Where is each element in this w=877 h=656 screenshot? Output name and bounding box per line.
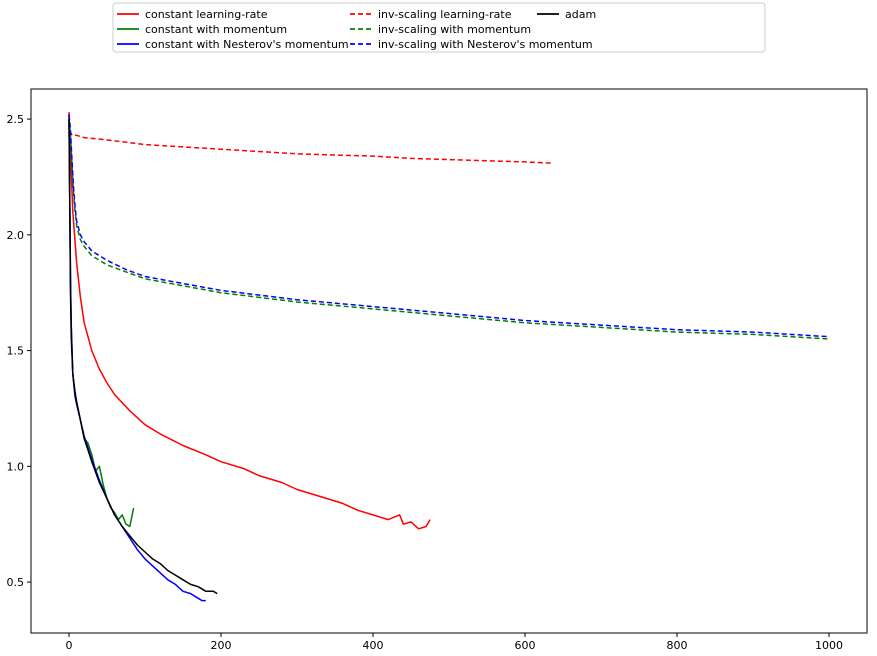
axes-frame xyxy=(30,88,868,634)
legend-label-inv-scaling-learning-rate: inv-scaling learning-rate xyxy=(378,8,512,21)
series-line-adam xyxy=(68,119,218,595)
y-tick-label: 0.5 xyxy=(7,576,25,589)
y-tick-label: 1.5 xyxy=(7,345,25,358)
series-line-inv-scaling-learning-rate xyxy=(68,114,552,164)
x-tick-label: 400 xyxy=(363,639,384,652)
legend-label-constant-learning-rate: constant learning-rate xyxy=(145,8,268,21)
legend-label-inv-scaling-with-momentum: inv-scaling with momentum xyxy=(378,23,531,36)
x-tick-label: 800 xyxy=(667,639,688,652)
x-tick-label: 200 xyxy=(211,639,232,652)
legend-label-adam: adam xyxy=(565,8,596,21)
y-axis: 0.5 1.0 1.5 2.0 2.5 xyxy=(7,113,31,589)
y-tick-label: 2.5 xyxy=(7,113,25,126)
legend-frame xyxy=(112,2,766,53)
legend: constant learning-rate constant with mome… xyxy=(112,2,766,53)
legend-label-constant-with-momentum: constant with momentum xyxy=(145,23,287,36)
y-tick-label: 2.0 xyxy=(7,229,25,242)
x-tick-label: 1000 xyxy=(815,639,843,652)
series-line-inv-scaling-with-nesterov-s-momentum xyxy=(68,114,830,338)
x-axis: 0 200 400 600 800 1000 xyxy=(66,633,843,652)
legend-label-constant-with-nesterov-s-momentum: constant with Nesterov's momentum xyxy=(145,38,349,51)
x-tick-label: 0 xyxy=(66,639,73,652)
y-tick-label: 1.0 xyxy=(7,460,25,473)
axes-background xyxy=(31,89,867,633)
legend-label-inv-scaling-with-nesterov-s-momentum: inv-scaling with Nesterov's momentum xyxy=(378,38,593,51)
series-line-constant-learning-rate xyxy=(68,112,431,530)
x-tick-label: 600 xyxy=(515,639,536,652)
plot-area: 0 200 400 600 800 1000 0.5 1.0 1.5 2.0 2.5 xyxy=(7,88,868,652)
